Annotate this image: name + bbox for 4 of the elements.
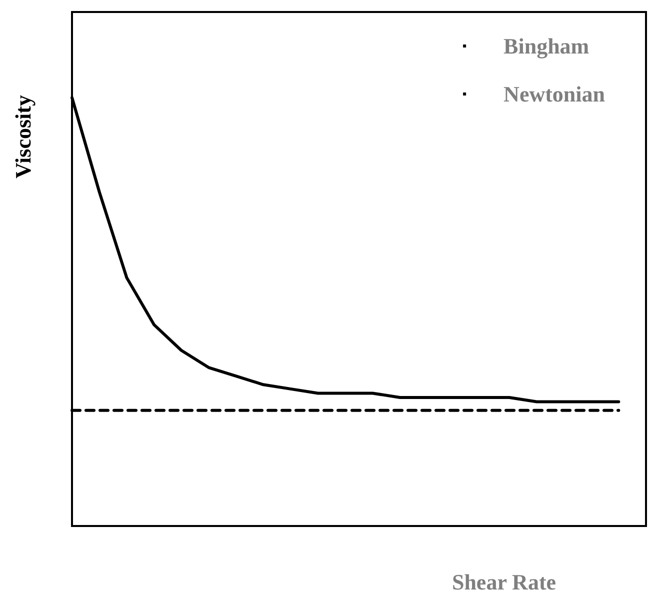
legend-label: Bingham — [504, 34, 590, 58]
x-axis-title: Shear Rate — [452, 570, 556, 594]
legend-label: Newtonian — [504, 82, 606, 106]
y-axis-title: Viscosity — [10, 94, 36, 179]
